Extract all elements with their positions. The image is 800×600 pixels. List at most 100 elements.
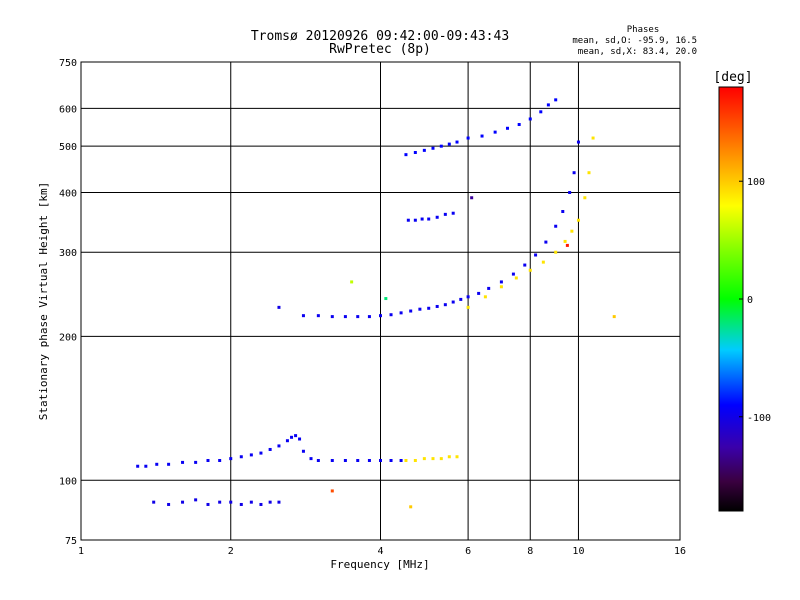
data-point [583, 196, 587, 200]
colorbar-tick-label: 0 [747, 295, 753, 306]
data-point [379, 314, 382, 318]
y-axis-label: Stationary phase Virtual Height [km] [37, 182, 50, 420]
data-point [330, 458, 334, 462]
data-point [480, 134, 484, 138]
data-point [544, 240, 548, 244]
data-point [499, 280, 503, 284]
data-point [239, 502, 243, 506]
data-point [591, 136, 595, 140]
stats-title: Phases [627, 25, 660, 35]
data-point [427, 217, 431, 221]
plot-frame [80, 61, 681, 541]
data-point [466, 305, 470, 309]
data-point [451, 211, 455, 215]
data-point [301, 449, 305, 453]
data-point [155, 462, 159, 466]
data-point [435, 215, 439, 219]
data-point [413, 218, 417, 222]
data-point [431, 457, 435, 461]
scatter-point [409, 505, 413, 509]
data-point [554, 98, 558, 102]
data-point [294, 434, 298, 438]
data-point [194, 460, 198, 464]
data-point [206, 458, 210, 462]
data-point [447, 455, 451, 459]
data-point [443, 303, 447, 307]
data-point [301, 314, 305, 318]
data-point [466, 295, 470, 299]
data-point [404, 153, 408, 157]
data-point [528, 268, 532, 272]
data-point [144, 464, 148, 468]
data-point [439, 457, 443, 461]
data-point [136, 464, 140, 468]
y-tick-label: 100 [59, 476, 77, 487]
data-point [239, 455, 243, 459]
data-point [413, 458, 417, 462]
data-point [399, 458, 403, 462]
data-point [259, 502, 263, 506]
x-tick-label: 1 [78, 546, 84, 557]
data-point [418, 307, 422, 311]
x-tick-label: 16 [674, 546, 686, 557]
x-axis-label: Frequency [MHz] [330, 558, 429, 571]
data-point [406, 218, 410, 222]
y-tick-label: 200 [59, 332, 77, 343]
y-tick-labels: 75 100 200 300 400 500 600 750 [59, 58, 77, 547]
data-point [561, 210, 565, 214]
data-point [517, 123, 521, 127]
data-point [167, 462, 171, 466]
scatter-point [565, 243, 569, 247]
data-point [546, 103, 550, 107]
data-point [572, 171, 576, 175]
scatter-point [277, 305, 281, 309]
data-point [379, 458, 382, 462]
data-point [447, 142, 451, 146]
data-point [534, 253, 538, 257]
y-tick-label: 75 [65, 536, 77, 547]
data-point [181, 500, 185, 504]
data-point [229, 500, 233, 504]
data-point [277, 500, 281, 504]
y-tick-label: 500 [59, 142, 77, 153]
data-point [576, 140, 580, 144]
data-point [554, 224, 558, 228]
data-point [413, 150, 417, 154]
data-point [399, 311, 403, 315]
data-point [152, 500, 156, 504]
colorbar-tick-label: 100 [747, 177, 765, 188]
data-point [298, 437, 302, 441]
grid-lines [81, 62, 680, 540]
data-point [539, 110, 543, 114]
data-point [541, 260, 545, 264]
data-point [487, 286, 491, 290]
data-point [290, 435, 294, 439]
stats-line-x: mean, sd,X: 83.4, 20.0 [578, 47, 697, 57]
chart-subtitle: RwPretec (8p) [329, 42, 431, 57]
data-point [523, 263, 527, 267]
data-point [229, 457, 233, 461]
data-point [367, 315, 371, 319]
data-point [409, 309, 413, 313]
data-point [483, 295, 487, 299]
y-tick-label: 600 [59, 104, 77, 115]
data-point [268, 500, 272, 504]
x-tick-label: 2 [228, 546, 234, 557]
x-tick-label: 6 [465, 546, 471, 557]
data-point [404, 458, 408, 462]
data-point [431, 146, 435, 150]
data-point [422, 457, 426, 461]
scatter-point [384, 297, 388, 301]
data-point [356, 315, 360, 319]
data-point [455, 455, 459, 459]
x-tick-labels: 1 2 4 6 8 10 16 [78, 546, 686, 557]
data-point [367, 458, 371, 462]
data-point [435, 304, 439, 308]
data-point [493, 130, 497, 134]
data-point [277, 444, 281, 448]
data-point [206, 502, 210, 506]
data-point [343, 315, 347, 319]
scatter-point [612, 315, 616, 319]
data-point [576, 218, 580, 222]
